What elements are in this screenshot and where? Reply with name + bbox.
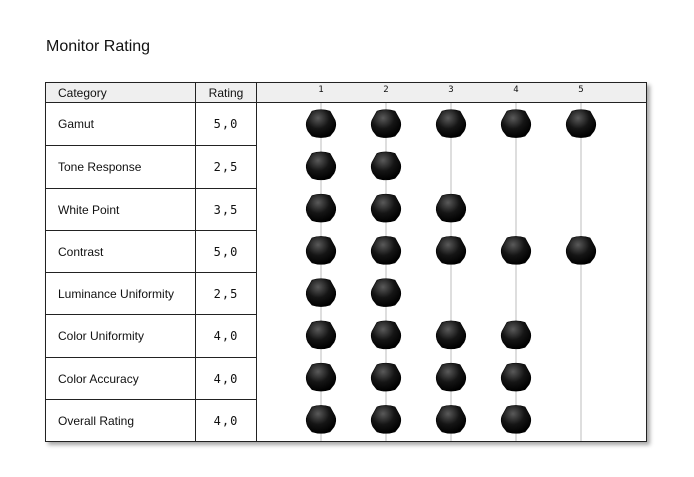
rating-plot	[305, 103, 597, 441]
scale-tick-2: 2	[383, 85, 389, 95]
column-divider-2	[256, 83, 257, 441]
rating-marker	[370, 320, 402, 350]
rating-value: 3,5	[213, 202, 239, 217]
rating-marker	[435, 362, 467, 392]
rating-table: Category Rating 1 2 3 4 5 Gamut 5,0 Tone Respo…	[45, 82, 647, 442]
category-label: Overall Rating	[58, 413, 135, 428]
rating-marker	[305, 236, 337, 265]
rating-marker	[370, 236, 402, 265]
rating-marker	[370, 278, 402, 307]
rating-marker	[305, 320, 337, 350]
category-label: Luminance Uniformity	[58, 287, 175, 301]
rating-marker	[370, 405, 402, 434]
category-label: Color Accuracy	[58, 371, 139, 386]
rating-marker	[565, 236, 597, 265]
rating-marker	[435, 236, 467, 265]
table-row: White Point 3,5	[46, 187, 256, 231]
rating-marker	[435, 405, 467, 434]
rating-marker	[370, 151, 402, 181]
rating-value: 2,5	[213, 287, 239, 301]
rating-marker	[500, 320, 532, 350]
rating-marker	[435, 109, 467, 138]
rating-marker	[565, 109, 597, 138]
rating-marker	[305, 151, 337, 181]
category-label: Tone Response	[58, 160, 142, 175]
scale-tick-5: 5	[578, 85, 584, 95]
rating-marker	[435, 320, 467, 350]
category-label: White Point	[58, 202, 120, 217]
rating-marker	[370, 193, 402, 223]
rating-value: 5,0	[213, 244, 239, 259]
rating-marker	[500, 362, 532, 392]
rating-marker	[435, 193, 467, 223]
rating-marker	[305, 362, 337, 392]
category-label: Color Uniformity	[58, 329, 145, 344]
rating-marker	[305, 109, 337, 138]
category-label: Contrast	[58, 244, 104, 259]
table-row: Overall Rating 4,0	[46, 398, 256, 442]
chart-title: Monitor Rating	[46, 38, 151, 55]
rating-value: 5,0	[213, 117, 239, 131]
table-header: Category Rating 1 2 3 4 5	[46, 83, 646, 103]
rating-value: 4,0	[213, 329, 239, 344]
column-divider-1	[195, 83, 196, 441]
rating-marker	[305, 278, 337, 307]
category-label: Gamut	[58, 117, 95, 131]
table-row: Tone Response 2,5	[46, 145, 256, 188]
table-row: Contrast 5,0	[46, 229, 256, 273]
table-row: Color Accuracy 4,0	[46, 356, 256, 400]
rating-marker	[305, 405, 337, 434]
rating-marker	[500, 109, 532, 138]
rating-value: 4,0	[213, 413, 239, 428]
rating-marker	[500, 405, 532, 434]
rating-marker	[370, 109, 402, 138]
header-category: Category	[58, 86, 107, 100]
rating-value: 4,0	[213, 371, 239, 386]
scale-tick-3: 3	[448, 85, 454, 95]
rating-marker	[305, 193, 337, 223]
rating-marker	[500, 236, 532, 265]
header-rating: Rating	[208, 86, 244, 100]
table-row: Color Uniformity 4,0	[46, 314, 256, 357]
rating-marker	[370, 362, 402, 392]
scale-tick-1: 1	[318, 85, 324, 95]
scale-tick-4: 4	[513, 85, 519, 95]
table-row: Luminance Uniformity 2,5	[46, 272, 256, 315]
rating-value: 2,5	[213, 160, 239, 175]
table-row: Gamut 5,0	[46, 103, 256, 145]
